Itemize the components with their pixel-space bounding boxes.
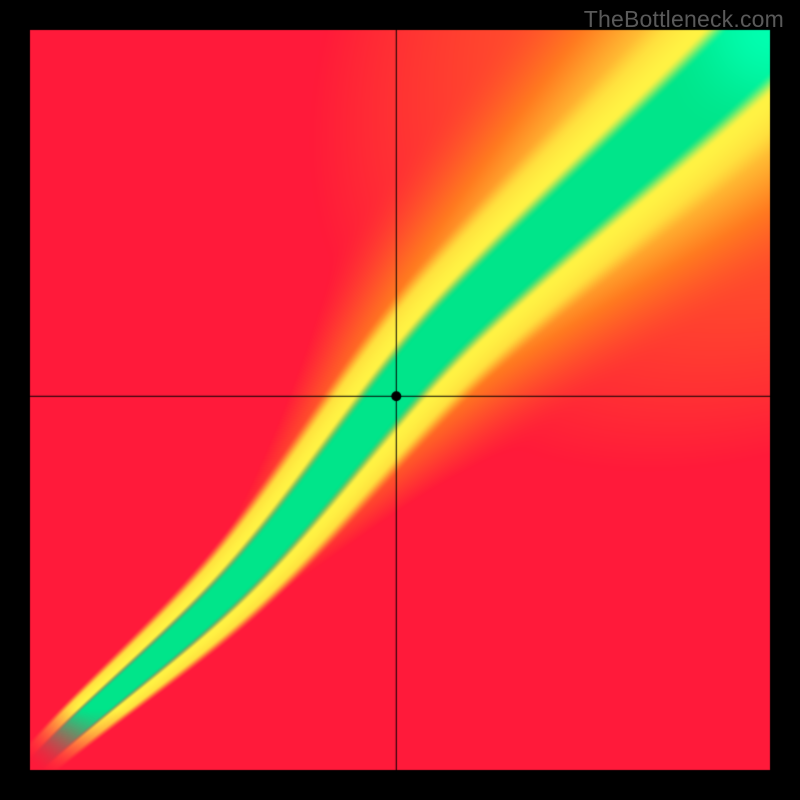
watermark-text: TheBottleneck.com bbox=[584, 6, 784, 33]
bottleneck-heatmap bbox=[0, 0, 800, 800]
